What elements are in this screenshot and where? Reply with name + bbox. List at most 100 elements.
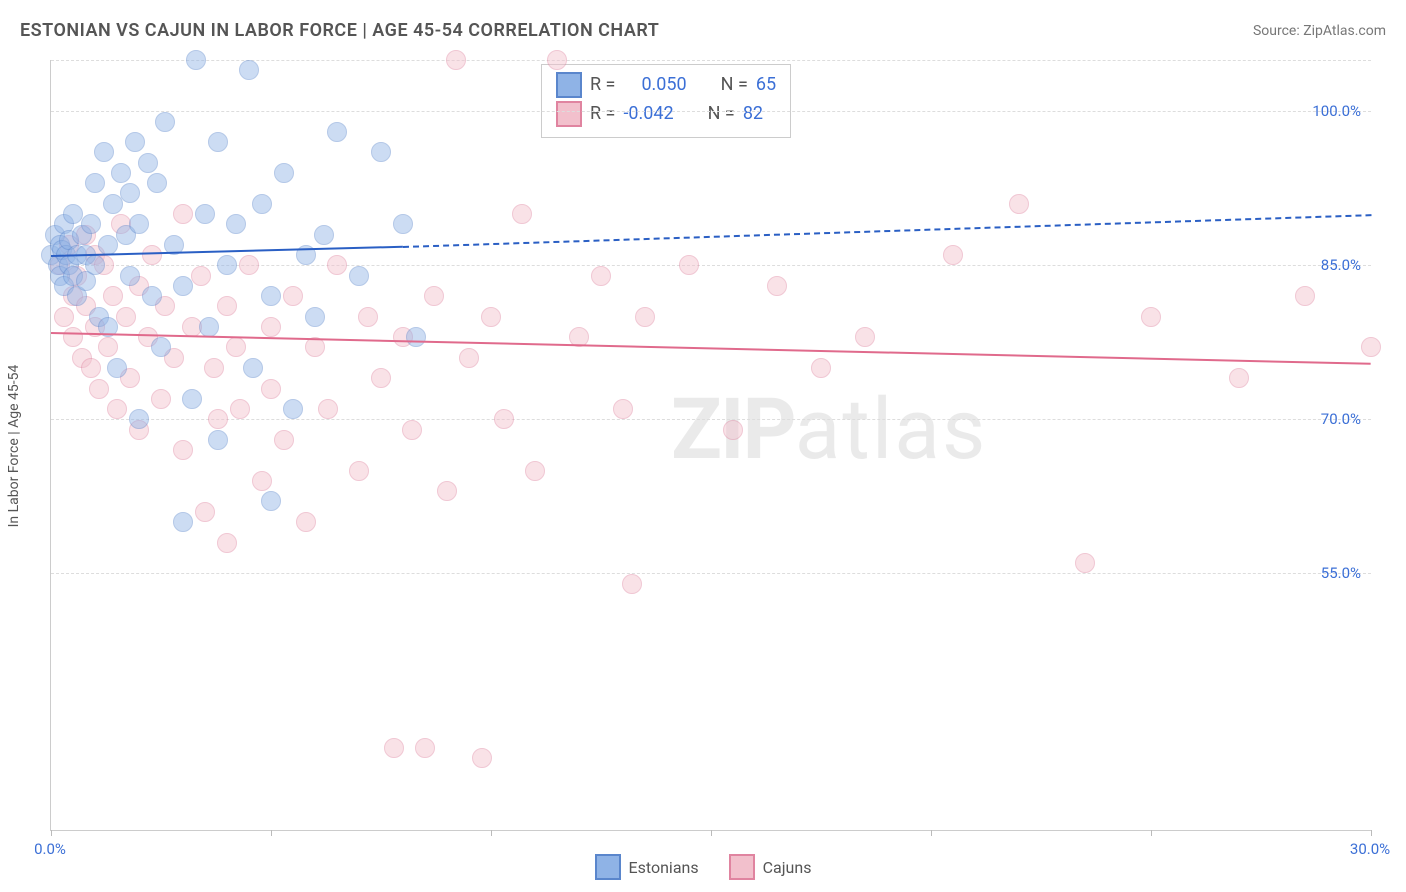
data-point-estonians [199,317,219,337]
x-tick [491,830,492,836]
data-point-cajuns [1009,194,1029,214]
data-point-cajuns [723,420,743,440]
legend-row-cajuns: R = -0.042 N = 82 [556,100,776,129]
data-point-estonians [283,399,303,419]
trend-line [403,214,1371,248]
data-point-cajuns [283,286,303,306]
data-point-estonians [182,389,202,409]
data-point-cajuns [622,574,642,594]
data-point-estonians [349,266,369,286]
x-tick [271,830,272,836]
data-point-cajuns [1361,337,1381,357]
data-point-cajuns [195,502,215,522]
n-label: N = [708,100,735,129]
chart-title: ESTONIAN VS CAJUN IN LABOR FORCE | AGE 4… [20,20,659,41]
data-point-estonians [94,142,114,162]
data-point-cajuns [252,471,272,491]
data-point-cajuns [613,399,633,419]
data-point-estonians [120,183,140,203]
legend-item-estonians: Estonians [595,854,699,880]
gridline [51,419,1371,420]
data-point-cajuns [116,307,136,327]
legend-item-cajuns: Cajuns [729,854,812,880]
data-point-estonians [195,204,215,224]
data-point-estonians [142,286,162,306]
data-point-estonians [173,276,193,296]
data-point-cajuns [173,204,193,224]
x-tick [51,830,52,836]
data-point-cajuns [142,245,162,265]
r-label: R = [590,71,615,100]
data-point-cajuns [173,440,193,460]
data-point-estonians [274,163,294,183]
data-point-cajuns [1075,553,1095,573]
legend-row-estonians: R = 0.050 N = 65 [556,71,776,100]
data-point-cajuns [481,307,501,327]
swatch-cajuns [556,101,582,127]
correlation-legend: R = 0.050 N = 65 R = -0.042 N = 82 [541,64,791,138]
swatch-estonians [556,72,582,98]
gridline [51,111,1371,112]
swatch-cajuns-bottom [729,854,755,880]
data-point-cajuns [1229,368,1249,388]
data-point-estonians [120,266,140,286]
data-point-estonians [129,214,149,234]
data-point-estonians [85,255,105,275]
data-point-cajuns [261,317,281,337]
data-point-cajuns [424,286,444,306]
data-point-estonians [261,491,281,511]
data-point-cajuns [305,337,325,357]
swatch-estonians-bottom [595,854,621,880]
data-point-estonians [371,142,391,162]
data-point-estonians [107,358,127,378]
data-point-cajuns [402,420,422,440]
data-point-cajuns [358,307,378,327]
data-point-cajuns [349,461,369,481]
plot-area: ZIPatlas R = 0.050 N = 65 R = -0.042 N =… [50,60,1371,831]
x-tick-label: 0.0% [34,840,66,858]
data-point-cajuns [107,399,127,419]
data-point-estonians [173,512,193,532]
data-point-cajuns [1141,307,1161,327]
data-point-cajuns [217,296,237,316]
source-label: Source: ZipAtlas.com [1253,23,1386,39]
data-point-cajuns [191,266,211,286]
data-point-cajuns [239,255,259,275]
data-point-cajuns [261,379,281,399]
x-tick-label: 30.0% [1350,840,1390,858]
data-point-estonians [103,194,123,214]
data-point-cajuns [98,337,118,357]
data-point-estonians [85,173,105,193]
data-point-estonians [305,307,325,327]
r-label: R = [590,100,615,129]
data-point-cajuns [296,512,316,532]
watermark: ZIPatlas [671,380,987,479]
data-point-cajuns [446,50,466,70]
data-point-estonians [186,50,206,70]
data-point-cajuns [54,307,74,327]
data-point-cajuns [472,748,492,768]
data-point-cajuns [204,358,224,378]
data-point-cajuns [437,481,457,501]
data-point-estonians [81,214,101,234]
data-point-cajuns [274,430,294,450]
data-point-cajuns [81,358,101,378]
data-point-cajuns [591,266,611,286]
r-value-estonians: 0.050 [641,71,686,100]
data-point-cajuns [547,50,567,70]
data-point-cajuns [494,409,514,429]
y-tick-label: 70.0% [1321,410,1361,428]
r-value-cajuns: -0.042 [623,100,673,129]
data-point-cajuns [512,204,532,224]
x-tick [711,830,712,836]
data-point-estonians [226,214,246,234]
data-point-cajuns [103,286,123,306]
x-tick [1151,830,1152,836]
n-label: N = [721,71,748,100]
data-point-estonians [239,60,259,80]
data-point-cajuns [151,389,171,409]
data-point-cajuns [208,409,228,429]
data-point-cajuns [327,255,347,275]
data-point-estonians [261,286,281,306]
data-point-estonians [129,409,149,429]
